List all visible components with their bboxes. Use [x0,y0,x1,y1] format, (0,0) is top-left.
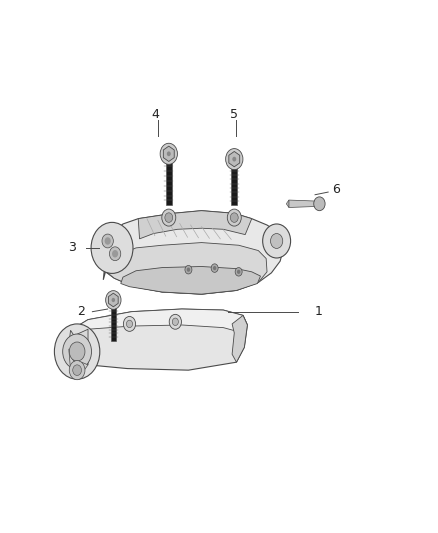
Polygon shape [109,293,118,307]
Circle shape [162,209,176,226]
Circle shape [226,149,243,169]
Circle shape [172,318,178,326]
Circle shape [69,361,85,379]
Polygon shape [68,329,88,365]
Circle shape [124,317,136,332]
Circle shape [237,270,240,274]
Text: 1: 1 [315,305,323,318]
Polygon shape [229,151,240,167]
Polygon shape [103,211,284,294]
Circle shape [271,233,283,248]
Circle shape [112,298,115,302]
Circle shape [263,224,290,258]
Text: 4: 4 [151,109,159,122]
Circle shape [105,237,111,245]
Circle shape [91,222,133,273]
Circle shape [63,334,92,369]
Polygon shape [71,309,247,336]
Circle shape [213,266,216,270]
Polygon shape [163,146,174,161]
Polygon shape [121,266,261,294]
Circle shape [112,250,118,257]
Circle shape [227,209,241,226]
Text: 3: 3 [68,241,76,254]
Polygon shape [289,200,317,207]
Polygon shape [106,243,267,294]
Polygon shape [166,159,172,205]
Circle shape [232,157,236,161]
Circle shape [167,151,171,156]
Polygon shape [231,165,237,205]
Circle shape [165,213,173,222]
Circle shape [187,268,190,272]
Circle shape [69,342,85,361]
Text: 6: 6 [332,183,340,196]
Circle shape [211,264,218,272]
Text: 2: 2 [77,305,85,318]
Circle shape [102,234,113,248]
Circle shape [54,324,100,379]
Polygon shape [138,211,252,239]
Text: 5: 5 [230,109,238,122]
Circle shape [110,247,121,261]
Polygon shape [69,349,88,377]
Circle shape [235,268,242,276]
Circle shape [230,213,238,222]
Circle shape [169,314,181,329]
Circle shape [314,197,325,211]
Polygon shape [68,309,247,370]
Circle shape [106,290,121,309]
Polygon shape [232,316,247,362]
Polygon shape [111,305,116,341]
Polygon shape [286,200,289,207]
Circle shape [127,320,133,328]
Circle shape [73,365,81,375]
Circle shape [185,265,192,274]
Circle shape [160,143,177,164]
